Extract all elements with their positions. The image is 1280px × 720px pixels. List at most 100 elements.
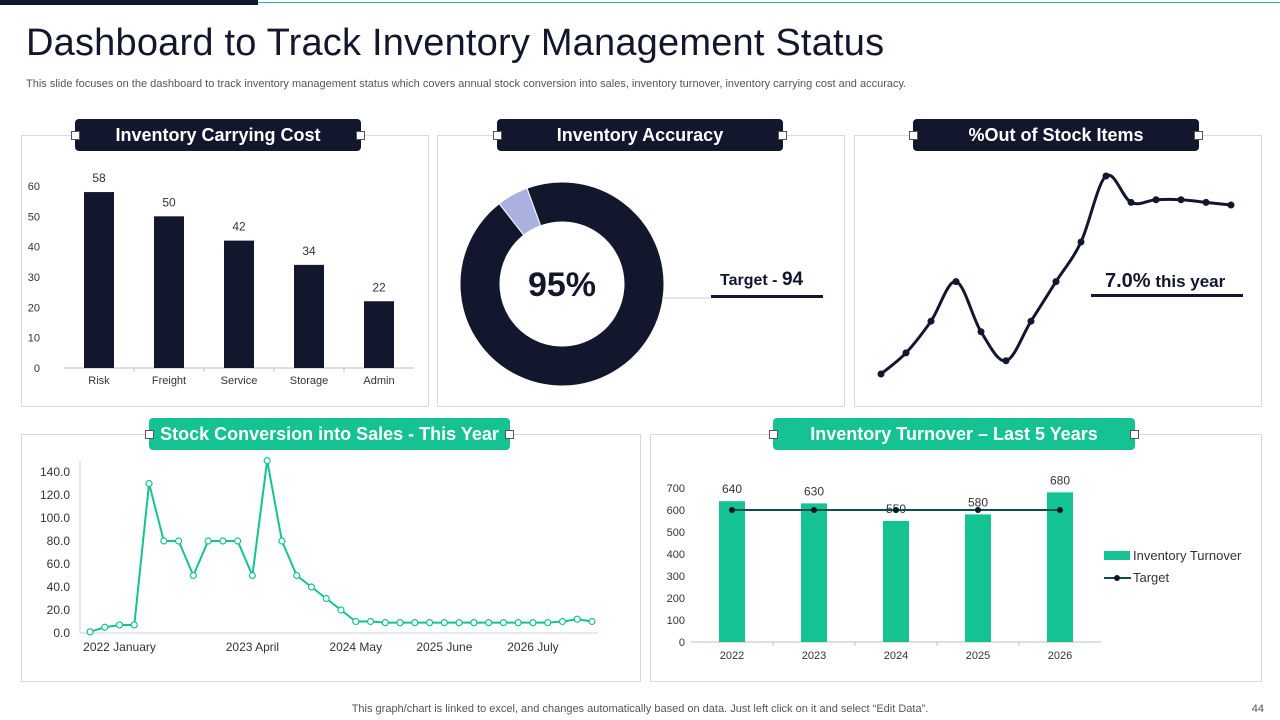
- accuracy-chart[interactable]: 95%: [438, 136, 844, 406]
- bar: [1047, 492, 1073, 642]
- y-tick-label: 20: [28, 302, 40, 314]
- y-tick-label: 500: [667, 527, 685, 539]
- target-point: [893, 507, 899, 513]
- turnover-panel[interactable]: 0100200300400500600700640202263020235502…: [650, 434, 1262, 682]
- y-tick-label: 100.0: [40, 511, 70, 525]
- y-tick-label: 100: [667, 615, 685, 627]
- target-point: [975, 507, 981, 513]
- turnover-title-pill: Inventory Turnover – Last 5 Years: [769, 418, 1139, 450]
- y-tick-label: 30: [28, 272, 40, 284]
- data-point: [440, 619, 448, 627]
- data-point: [514, 619, 522, 627]
- footer-note: This graph/chart is linked to excel, and…: [351, 703, 929, 715]
- bar: [364, 301, 394, 368]
- legend-label: Inventory Turnover: [1133, 548, 1242, 563]
- top-accent-line: [258, 2, 1280, 3]
- data-point: [1177, 196, 1185, 204]
- handle-right: [505, 430, 514, 439]
- data-point: [278, 537, 286, 545]
- data-point: [877, 370, 885, 378]
- target-point: [1057, 507, 1063, 513]
- bar: [719, 501, 745, 642]
- data-point: [115, 621, 124, 629]
- note-suffix: this year: [1150, 272, 1226, 291]
- data-point: [219, 537, 227, 545]
- data-point: [130, 621, 138, 629]
- data-point: [411, 619, 419, 627]
- y-tick-label: 40.0: [47, 580, 71, 594]
- accuracy-title-pill: Inventory Accuracy: [493, 119, 787, 151]
- carrying-cost-title-pill: Inventory Carrying Cost: [71, 119, 365, 151]
- data-point: [234, 537, 242, 545]
- data-point: [396, 619, 404, 627]
- handle-left: [769, 430, 778, 439]
- carrying-cost-panel[interactable]: 0 10 20 30 40 50 60 58 Risk 50 Freight 42 Service 34 S…: [21, 135, 429, 407]
- handle-left: [145, 430, 154, 439]
- data-point: [145, 479, 153, 488]
- y-tick-label: 20.0: [47, 603, 71, 617]
- data-point: [366, 617, 375, 626]
- stock-conversion-chart[interactable]: 0.0 20.0 40.0 60.0 80.0 100.0 120.0 140.0 2022 J…: [22, 435, 640, 681]
- data-point: [337, 606, 345, 614]
- data-label: 58: [92, 171, 106, 185]
- y-tick-label: 0: [34, 363, 40, 375]
- data-point: [1127, 198, 1135, 206]
- target-point: [811, 507, 817, 513]
- y-tick-label: 40: [28, 242, 40, 254]
- series-line: [89, 460, 593, 633]
- page-title: Dashboard to Track Inventory Management …: [26, 22, 885, 64]
- legend-label: Target: [1133, 570, 1170, 585]
- data-point: [1002, 357, 1010, 365]
- data-point: [86, 628, 94, 636]
- stock-conversion-panel[interactable]: 0.0 20.0 40.0 60.0 80.0 100.0 120.0 140.0 2022 J…: [21, 434, 641, 682]
- data-point: [499, 619, 508, 627]
- handle-left: [493, 131, 502, 140]
- y-tick-label: 0: [679, 637, 685, 649]
- stock-conversion-title-pill: Stock Conversion into Sales - This Year: [145, 418, 514, 450]
- bar: [801, 503, 827, 642]
- handle-right: [778, 131, 787, 140]
- data-label: 34: [302, 244, 316, 258]
- turnover-chart[interactable]: 0100200300400500600700640202263020235502…: [651, 435, 1261, 681]
- y-tick-label: 60: [28, 181, 40, 193]
- turnover-title: Inventory Turnover – Last 5 Years: [810, 423, 1098, 444]
- x-tick-label: Storage: [290, 375, 329, 387]
- bar: [883, 521, 909, 642]
- data-point: [1102, 172, 1110, 180]
- target-prefix: Target -: [720, 272, 782, 289]
- y-tick-label: 700: [667, 483, 685, 495]
- data-point: [293, 571, 301, 580]
- y-tick-label: 200: [667, 593, 685, 605]
- out-of-stock-note: 7.0% this year: [1105, 270, 1225, 293]
- bar: [965, 514, 991, 642]
- data-label: 22: [372, 280, 386, 294]
- handle-left: [909, 131, 918, 140]
- data-label: 580: [968, 495, 988, 509]
- data-point: [263, 456, 271, 465]
- x-tick-label: 2023: [802, 650, 826, 662]
- x-tick-label: 2025: [966, 650, 990, 662]
- out-of-stock-panel[interactable]: 7.0% this year: [854, 135, 1262, 407]
- data-point: [902, 349, 910, 357]
- y-tick-label: 60.0: [47, 557, 71, 571]
- carrying-cost-title: Inventory Carrying Cost: [115, 124, 321, 145]
- carrying-cost-chart[interactable]: 0 10 20 30 40 50 60 58 Risk 50 Freight 42 Service 34 S…: [22, 136, 428, 406]
- x-tick-label: 2024 May: [329, 640, 382, 654]
- data-point: [425, 619, 434, 627]
- handle-right: [1194, 131, 1203, 140]
- x-tick-label: Risk: [88, 375, 110, 387]
- out-of-stock-chart[interactable]: [855, 136, 1261, 406]
- data-point: [1202, 198, 1210, 206]
- accuracy-panel[interactable]: 95% Target - 94: [437, 135, 845, 407]
- data-label: 680: [1050, 473, 1070, 487]
- data-point: [101, 623, 109, 631]
- data-point: [588, 617, 596, 626]
- data-point: [1052, 278, 1060, 286]
- data-point: [174, 537, 183, 545]
- x-tick-label: 2026: [1048, 650, 1072, 662]
- data-point: [1027, 317, 1035, 325]
- donut-center-label: 95%: [528, 266, 596, 304]
- data-point: [248, 571, 257, 580]
- x-tick-label: 2024: [884, 650, 908, 662]
- data-point: [1152, 196, 1160, 204]
